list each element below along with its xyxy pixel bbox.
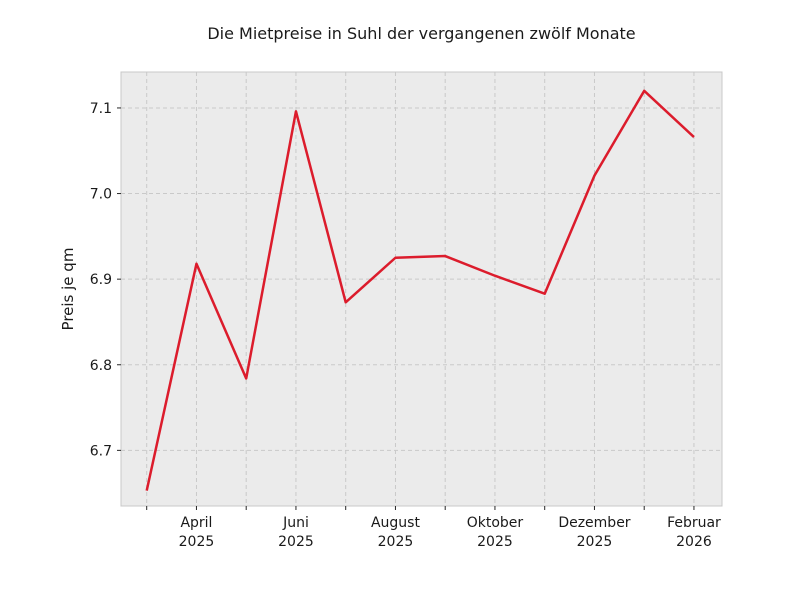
chart-title: Die Mietpreise in Suhl der vergangenen z…: [207, 24, 636, 43]
y-tick-label: 6.9: [90, 272, 112, 288]
x-tick-label-year: 2025: [477, 534, 513, 550]
x-tick-label-month: Dezember: [558, 515, 630, 531]
y-tick-label: 7.0: [90, 187, 112, 203]
y-tick-label: 6.7: [90, 443, 112, 459]
plot-background: [121, 72, 722, 506]
y-tick-label: 7.1: [90, 101, 112, 117]
x-tick-label-month: Juni: [282, 515, 309, 531]
x-tick-label-year: 2025: [278, 534, 314, 550]
y-tick-label: 6.8: [90, 358, 112, 374]
plot-border: [120, 71, 723, 507]
x-tick-label-year: 2025: [378, 534, 414, 550]
x-tick-label-month: Februar: [667, 515, 721, 531]
x-tick-label-year: 2026: [676, 534, 712, 550]
x-tick-label-year: 2025: [179, 534, 215, 550]
price-line: [145, 89, 695, 491]
x-tick-label-month: Oktober: [467, 515, 524, 531]
x-tick-label-month: August: [371, 515, 421, 531]
x-tick-label-year: 2025: [577, 534, 613, 550]
x-tick-label-month: April: [180, 515, 212, 531]
